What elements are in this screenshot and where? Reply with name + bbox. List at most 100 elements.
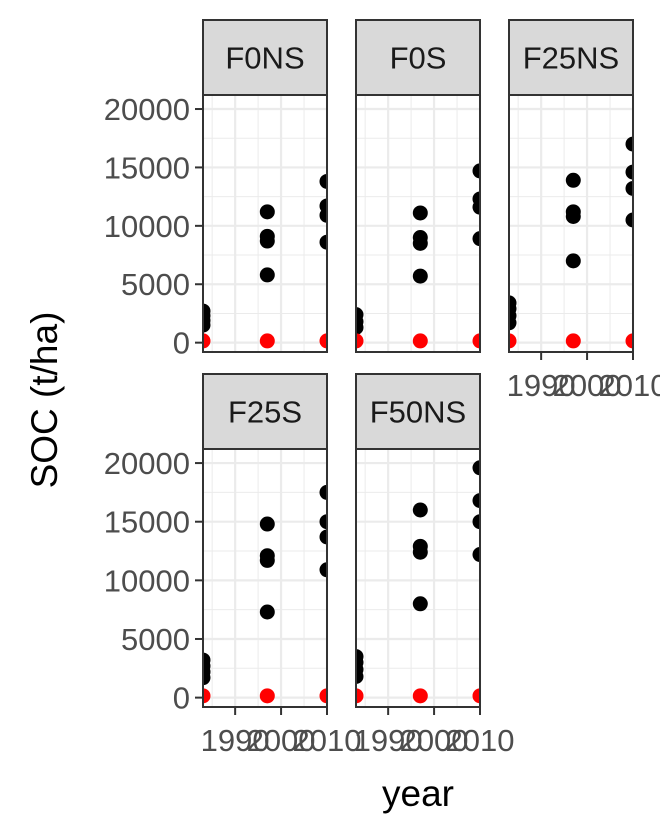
data-point — [625, 180, 633, 196]
data-point — [625, 136, 633, 152]
facet-strip-label: F25NS — [523, 41, 619, 76]
data-point — [472, 163, 480, 179]
y-tick-label: 5000 — [121, 622, 190, 657]
data-point — [319, 173, 327, 189]
facet-strip-label: F25S — [228, 395, 302, 430]
data-point — [319, 198, 327, 214]
baseline-point — [259, 333, 275, 349]
panel-border — [508, 94, 634, 353]
data-point — [472, 231, 480, 247]
facet-panel-f0s: F0S — [355, 19, 482, 353]
facet-strip-label: F0NS — [225, 41, 304, 76]
baseline-point — [565, 333, 581, 349]
data-point — [472, 493, 480, 509]
y-tick-label: 0 — [173, 681, 190, 716]
data-point — [356, 649, 364, 665]
x-tick-label: 1990 — [354, 723, 423, 758]
x-tick-label: 2000 — [400, 723, 469, 758]
facet-strip — [355, 373, 481, 450]
x-tick-label: 2010 — [293, 723, 362, 758]
data-point — [356, 307, 364, 323]
y-axis-title: SOC (t/ha) — [24, 312, 65, 489]
axes-layer: 1990200020101990200020101990200020100500… — [104, 92, 660, 758]
points-group — [203, 484, 327, 704]
y-tick-label: 5000 — [121, 267, 190, 302]
facet-strip — [202, 19, 328, 96]
data-point — [412, 268, 428, 284]
x-tick-label: 2010 — [599, 368, 660, 403]
facet-strip-label: F50NS — [370, 395, 466, 430]
x-tick-label: 2010 — [446, 723, 515, 758]
points-group — [203, 173, 327, 349]
data-point — [412, 502, 428, 518]
data-point — [412, 538, 428, 554]
data-point — [259, 604, 275, 620]
data-point — [203, 303, 211, 319]
y-tick-label: 20000 — [104, 446, 190, 481]
facet-panel-f25s: F25S — [202, 373, 329, 708]
baseline-point — [319, 333, 327, 349]
panel-border — [355, 448, 481, 708]
baseline-point — [472, 688, 480, 704]
x-axis-title: year — [382, 773, 454, 814]
points-group — [509, 136, 633, 349]
x-tick-label: 1990 — [507, 368, 576, 403]
panel-border — [202, 94, 328, 353]
data-point — [319, 562, 327, 578]
data-point — [412, 205, 428, 221]
x-tick-label: 2000 — [553, 368, 622, 403]
data-point — [565, 204, 581, 220]
points-group — [356, 460, 480, 704]
data-point — [259, 548, 275, 564]
data-point — [319, 514, 327, 530]
data-point — [472, 460, 480, 476]
x-tick-label: 1990 — [201, 723, 270, 758]
data-point — [625, 212, 633, 228]
data-point — [412, 596, 428, 612]
data-point — [472, 191, 480, 207]
panel-border — [202, 448, 328, 708]
data-point — [472, 547, 480, 563]
facet-panel-f25ns: F25NS — [508, 19, 635, 353]
points-group — [356, 163, 480, 349]
data-point — [259, 204, 275, 220]
facet-strip — [355, 19, 481, 96]
data-point — [565, 172, 581, 188]
facet-strip-label: F0S — [390, 41, 447, 76]
baseline-point — [203, 333, 211, 349]
baseline-point — [472, 333, 480, 349]
y-tick-label: 15000 — [104, 150, 190, 185]
facet-strip — [508, 19, 634, 96]
baseline-point — [259, 688, 275, 704]
y-tick-label: 15000 — [104, 505, 190, 540]
data-point — [319, 529, 327, 545]
data-point — [259, 267, 275, 283]
data-point — [509, 295, 517, 311]
y-tick-label: 10000 — [104, 209, 190, 244]
data-point — [472, 514, 480, 530]
data-point — [203, 652, 211, 668]
baseline-point — [356, 333, 364, 349]
facet-panel-f50ns: F50NS — [355, 373, 482, 708]
baseline-point — [203, 688, 211, 704]
data-point — [319, 234, 327, 250]
data-point — [625, 164, 633, 180]
data-point — [259, 228, 275, 244]
baseline-point — [412, 688, 428, 704]
baseline-point — [319, 688, 327, 704]
y-tick-label: 20000 — [104, 92, 190, 127]
y-tick-label: 10000 — [104, 563, 190, 598]
baseline-point — [356, 688, 364, 704]
data-point — [565, 253, 581, 269]
data-point — [259, 516, 275, 532]
data-point — [412, 230, 428, 246]
panel-border — [355, 94, 481, 353]
panels-layer: F0NS F0S F25NS F25S F50NS — [202, 19, 635, 708]
baseline-point — [509, 333, 517, 349]
x-tick-label: 2000 — [247, 723, 316, 758]
baseline-point — [625, 333, 633, 349]
facet-panel-f0ns: F0NS — [202, 19, 329, 353]
baseline-point — [412, 333, 428, 349]
data-point — [319, 484, 327, 500]
